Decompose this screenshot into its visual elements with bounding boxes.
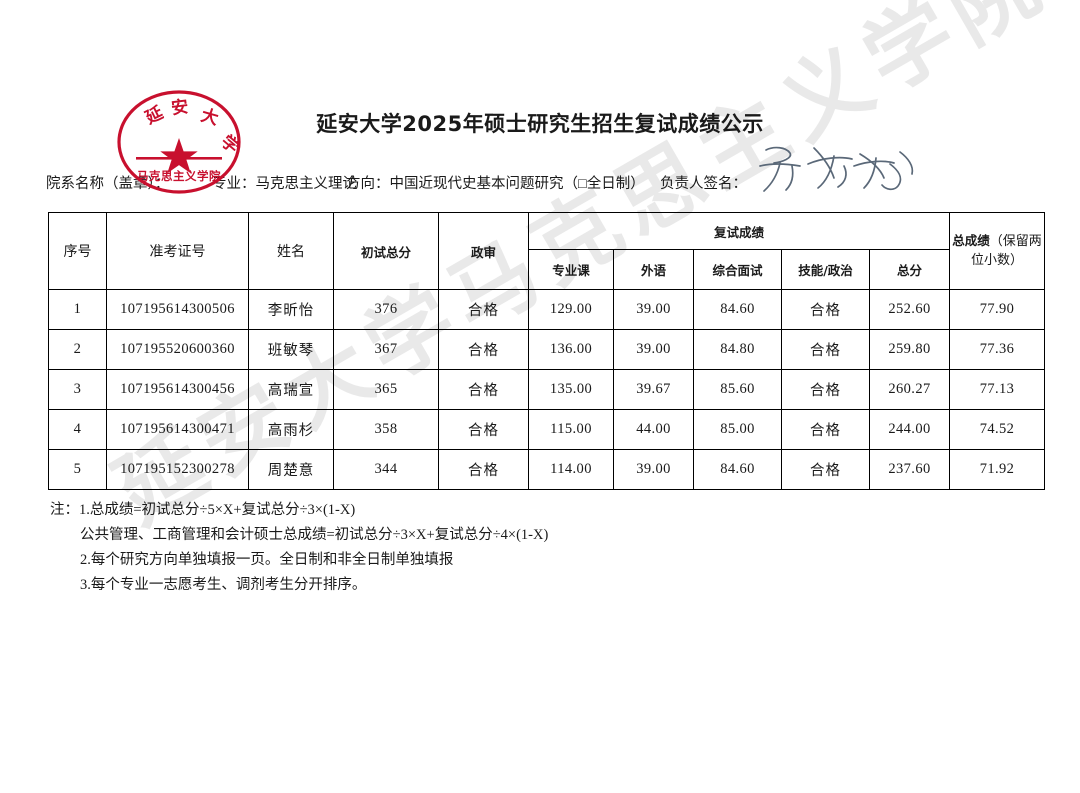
cell-final-score: 77.36 bbox=[949, 329, 1045, 370]
table-header: 序号 准考证号 姓名 初试总分 政审 复试成绩 总成绩（保留两 位小数） 专业课 … bbox=[48, 212, 1045, 290]
cell-first-total: 365 bbox=[333, 369, 439, 410]
cell-first-total: 344 bbox=[333, 449, 439, 490]
col-header-foreign-language: 外语 bbox=[613, 249, 694, 290]
cell-index: 3 bbox=[48, 369, 107, 410]
note-line-4: 3.每个专业一志愿考生、调剂考生分开排序。 bbox=[80, 576, 367, 593]
cell-skill-politics: 合格 bbox=[781, 289, 870, 330]
col-header-retest-total: 总分 bbox=[869, 249, 950, 290]
table-row: 5 107195152300278 周楚意 344 合格 114.00 39.00 84.60… bbox=[48, 449, 1045, 490]
cell-retest-total: 259.80 bbox=[869, 329, 950, 370]
col-header-final-score-bold: 总成绩 bbox=[952, 233, 990, 249]
cell-political: 合格 bbox=[438, 449, 529, 490]
cell-skill-politics: 合格 bbox=[781, 329, 870, 370]
table-row: 1 107195614300506 李昕怡 376 合格 129.00 39.00 84.60… bbox=[48, 289, 1045, 330]
cell-first-total: 358 bbox=[333, 409, 439, 450]
col-header-political: 政审 bbox=[438, 212, 529, 290]
signature-label: 负责人签名： bbox=[660, 176, 747, 192]
table-row: 3 107195614300456 高瑞宣 365 合格 135.00 39.67 85.60… bbox=[48, 369, 1045, 410]
cell-retest-total: 244.00 bbox=[869, 409, 950, 450]
cell-index: 4 bbox=[48, 409, 107, 450]
cell-name: 李昕怡 bbox=[248, 289, 334, 330]
cell-exam-id: 107195614300506 bbox=[106, 289, 249, 330]
cell-skill-politics: 合格 bbox=[781, 409, 870, 450]
col-header-major-course: 专业课 bbox=[528, 249, 614, 290]
table-body: 1 107195614300506 李昕怡 376 合格 129.00 39.00 84.60… bbox=[48, 289, 1045, 490]
col-header-final-score-note-2: 位小数） bbox=[970, 252, 1023, 267]
cell-final-score: 74.52 bbox=[949, 409, 1045, 450]
cell-exam-id: 107195152300278 bbox=[106, 449, 249, 490]
cell-skill-politics: 合格 bbox=[781, 369, 870, 410]
cell-political: 合格 bbox=[438, 329, 529, 370]
col-header-name: 姓名 bbox=[248, 212, 334, 290]
cell-first-total: 376 bbox=[333, 289, 439, 330]
col-header-skill-politics: 技能/政治 bbox=[781, 249, 870, 290]
col-header-index: 序号 bbox=[48, 212, 107, 290]
cell-name: 高雨杉 bbox=[248, 409, 334, 450]
score-table: 序号 准考证号 姓名 初试总分 政审 复试成绩 总成绩（保留两 位小数） 专业课 … bbox=[48, 212, 1045, 490]
cell-interview: 84.80 bbox=[693, 329, 782, 370]
research-direction-label: 方向：中国近现代史基本问题研究（□全日制） bbox=[346, 176, 645, 192]
note-line-3: 2.每个研究方向单独填报一页。全日制和非全日制单独填报 bbox=[80, 551, 454, 568]
col-header-retest-group: 复试成绩 bbox=[528, 212, 950, 250]
cell-foreign-language: 44.00 bbox=[613, 409, 694, 450]
cell-major-course: 114.00 bbox=[528, 449, 614, 490]
cell-final-score: 77.13 bbox=[949, 369, 1045, 410]
cell-index: 1 bbox=[48, 289, 107, 330]
cell-exam-id: 107195614300456 bbox=[106, 369, 249, 410]
col-header-final-score: 总成绩（保留两位小数） bbox=[949, 212, 1045, 290]
meta-row: 院系名称（盖章）： 专业：马克思主义理论 方向：中国近现代史基本问题研究（□全日… bbox=[46, 172, 1036, 196]
cell-major-course: 129.00 bbox=[528, 289, 614, 330]
cell-name: 周楚意 bbox=[248, 449, 334, 490]
table-row: 4 107195614300471 高雨杉 358 合格 115.00 44.00 85.00… bbox=[48, 409, 1045, 450]
cell-retest-total: 237.60 bbox=[869, 449, 950, 490]
department-label: 院系名称（盖章）： bbox=[46, 176, 170, 192]
table-row: 2 107195520600360 班敏琴 367 合格 136.00 39.00 84.80… bbox=[48, 329, 1045, 370]
cell-interview: 85.00 bbox=[693, 409, 782, 450]
cell-retest-total: 260.27 bbox=[869, 369, 950, 410]
cell-name: 高瑞宣 bbox=[248, 369, 334, 410]
cell-interview: 85.60 bbox=[693, 369, 782, 410]
cell-final-score: 77.90 bbox=[949, 289, 1045, 330]
major-label: 专业：马克思主义理论 bbox=[212, 176, 357, 192]
cell-foreign-language: 39.00 bbox=[613, 329, 694, 370]
cell-index: 2 bbox=[48, 329, 107, 370]
cell-exam-id: 107195520600360 bbox=[106, 329, 249, 370]
cell-index: 5 bbox=[48, 449, 107, 490]
cell-foreign-language: 39.00 bbox=[613, 449, 694, 490]
cell-major-course: 135.00 bbox=[528, 369, 614, 410]
table-header-row-top: 序号 准考证号 姓名 初试总分 政审 复试成绩 总成绩（保留两位小数） bbox=[48, 212, 1045, 290]
cell-political: 合格 bbox=[438, 369, 529, 410]
cell-major-course: 115.00 bbox=[528, 409, 614, 450]
cell-first-total: 367 bbox=[333, 329, 439, 370]
cell-foreign-language: 39.00 bbox=[613, 289, 694, 330]
note-line-1: 注：1.总成绩=初试总分÷5×X+复试总分÷3×(1-X) bbox=[50, 502, 356, 518]
cell-interview: 84.60 bbox=[693, 449, 782, 490]
notes-block: 注：1.总成绩=初试总分÷5×X+复试总分÷3×(1-X) 公共管理、工商管理和… bbox=[50, 498, 950, 598]
cell-retest-total: 252.60 bbox=[869, 289, 950, 330]
cell-skill-politics: 合格 bbox=[781, 449, 870, 490]
col-header-exam-id: 准考证号 bbox=[106, 212, 249, 290]
col-header-first-total: 初试总分 bbox=[333, 212, 439, 290]
cell-final-score: 71.92 bbox=[949, 449, 1045, 490]
col-header-final-score-note-1: （保留两 bbox=[989, 233, 1042, 249]
note-line-2: 公共管理、工商管理和会计硕士总成绩=初试总分÷3×X+复试总分÷4×(1-X) bbox=[80, 526, 549, 543]
cell-political: 合格 bbox=[438, 289, 529, 330]
col-header-interview: 综合面试 bbox=[693, 249, 782, 290]
cell-exam-id: 107195614300471 bbox=[106, 409, 249, 450]
cell-name: 班敏琴 bbox=[248, 329, 334, 370]
cell-political: 合格 bbox=[438, 409, 529, 450]
page-title: 延安大学2025年硕士研究生招生复试成绩公示 bbox=[316, 112, 764, 136]
cell-major-course: 136.00 bbox=[528, 329, 614, 370]
cell-interview: 84.60 bbox=[693, 289, 782, 330]
cell-foreign-language: 39.67 bbox=[613, 369, 694, 410]
